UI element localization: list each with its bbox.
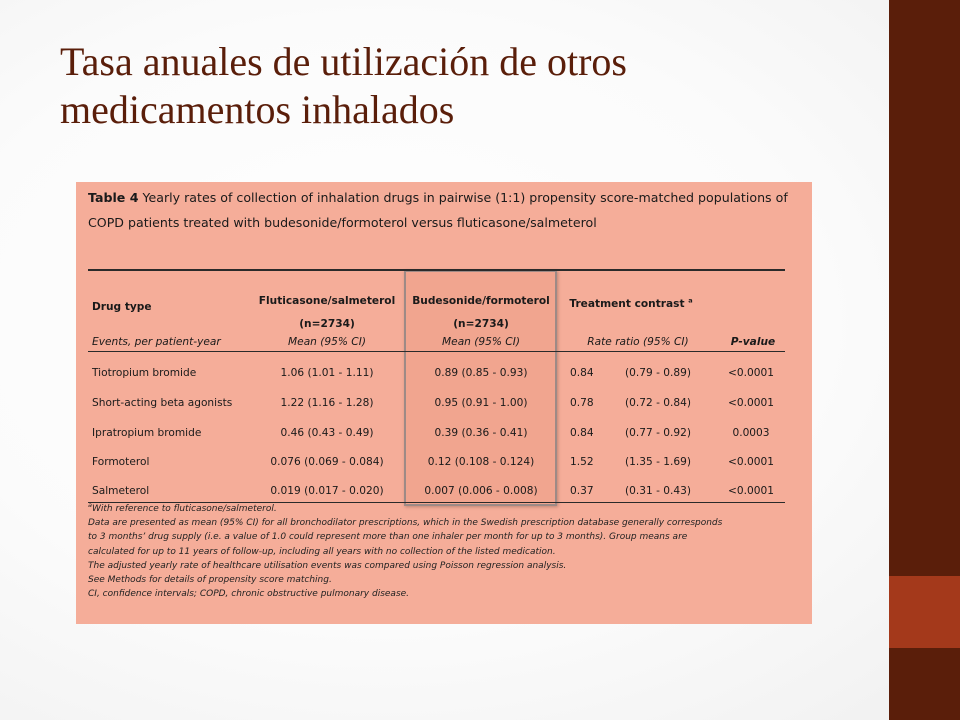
footnote-a: aWith reference to fluticasone/salmetero…	[88, 502, 808, 516]
table-bottom-rule	[88, 502, 785, 503]
footnote-a-text: With reference to fluticasone/salmeterol…	[91, 504, 277, 514]
table-caption-text: Yearly rates of collection of inhalation…	[88, 190, 788, 230]
row-fluticasone-value: 0.019 (0.017 - 0.020)	[270, 485, 384, 497]
header-contrast-footnote-mark: a	[688, 296, 693, 305]
row-fluticasone-value: 0.076 (0.069 - 0.084)	[270, 456, 384, 468]
row-pvalue: <0.0001	[728, 367, 774, 379]
subheader-pvalue: P-value	[730, 336, 776, 348]
slide-title: Tasa anuales de utilización de otros med…	[60, 38, 860, 134]
header-fluticasone-n: (n=2734)	[299, 318, 355, 330]
row-fluticasone-value: 1.06 (1.01 - 1.11)	[280, 367, 374, 379]
row-rate-ratio: 0.84	[570, 427, 594, 439]
table-caption: Table 4 Yearly rates of collection of in…	[88, 185, 803, 235]
footnote-a-mark: a	[88, 501, 92, 509]
table-top-rule	[88, 269, 785, 271]
footnote-data-line-3: calculated for up to 11 years of follow-…	[88, 546, 556, 557]
row-rate-ratio: 1.52	[570, 456, 594, 468]
row-rate-ratio-ci: (0.72 - 0.84)	[625, 397, 691, 409]
subheader-bud-mean: Mean (95% CI)	[442, 336, 520, 348]
row-fluticasone-value: 0.46 (0.43 - 0.49)	[280, 427, 374, 439]
row-rate-ratio-ci: (0.77 - 0.92)	[625, 427, 691, 439]
subheader-flut-mean: Mean (95% CI)	[288, 336, 366, 348]
table-figure: Table 4 Yearly rates of collection of in…	[76, 182, 812, 624]
row-budesonide-value: 0.007 (0.006 - 0.008)	[424, 485, 538, 497]
row-rate-ratio-ci: (0.31 - 0.43)	[625, 485, 691, 497]
row-rate-ratio: 0.37	[570, 485, 594, 497]
table-header-rule	[88, 351, 785, 352]
row-budesonide-value: 0.89 (0.85 - 0.93)	[434, 367, 528, 379]
row-budesonide-value: 0.12 (0.108 - 0.124)	[427, 456, 535, 468]
row-drug: Salmeterol	[92, 485, 150, 497]
row-rate-ratio: 0.78	[570, 397, 594, 409]
row-pvalue: <0.0001	[728, 397, 774, 409]
row-budesonide-value: 0.39 (0.36 - 0.41)	[434, 427, 528, 439]
header-drug-type: Drug type	[92, 301, 152, 313]
table-caption-label: Table 4	[88, 190, 139, 205]
row-pvalue: 0.0003	[732, 427, 770, 439]
row-rate-ratio: 0.84	[570, 367, 594, 379]
footnote-methods: See Methods for details of propensity sc…	[88, 575, 332, 586]
subheader-events: Events, per patient-year	[92, 336, 221, 348]
row-budesonide-value: 0.95 (0.91 - 1.00)	[434, 397, 528, 409]
footnote-abbreviations: CI, confidence intervals; COPD, chronic …	[88, 589, 410, 600]
right-accent-block	[889, 576, 960, 648]
header-treatment-contrast-label: Treatment contrast	[569, 298, 685, 310]
slide-title-line-2: medicamentos inhalados	[60, 87, 455, 132]
table-footnotes: aWith reference to fluticasone/salmetero…	[88, 502, 808, 601]
header-fluticasone: Fluticasone/salmeterol	[258, 295, 396, 307]
row-pvalue: <0.0001	[728, 456, 774, 468]
header-budesonide: Budesonide/formoterol	[412, 295, 550, 307]
footnote-data-line-1: Data are presented as mean (95% CI) for …	[88, 518, 723, 529]
slide-title-line-1: Tasa anuales de utilización de otros	[60, 39, 627, 84]
row-pvalue: <0.0001	[728, 485, 774, 497]
header-treatment-contrast: Treatment contrast a	[569, 297, 692, 311]
row-drug: Ipratropium bromide	[92, 427, 202, 439]
row-rate-ratio-ci: (1.35 - 1.69)	[625, 456, 691, 468]
row-rate-ratio-ci: (0.79 - 0.89)	[625, 367, 691, 379]
footnote-data-line-2: to 3 months’ drug supply (i.e. a value o…	[88, 532, 688, 543]
header-budesonide-n: (n=2734)	[453, 318, 509, 330]
row-drug: Tiotropium bromide	[92, 367, 197, 379]
row-drug: Formoterol	[92, 456, 150, 468]
subheader-rate-ratio: Rate ratio (95% CI)	[587, 336, 689, 348]
budesonide-column-highlight	[404, 270, 557, 506]
row-fluticasone-value: 1.22 (1.16 - 1.28)	[280, 397, 374, 409]
footnote-adjusted: The adjusted yearly rate of healthcare u…	[88, 560, 567, 571]
row-drug: Short-acting beta agonists	[92, 397, 233, 409]
